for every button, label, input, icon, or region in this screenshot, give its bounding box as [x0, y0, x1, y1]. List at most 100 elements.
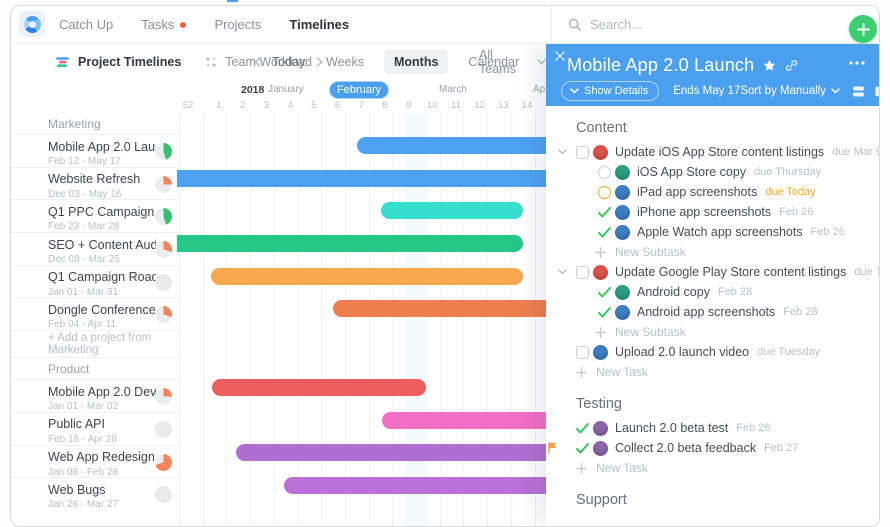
project-row[interactable]: Website Refresh Dec 03 - May 16: [11, 166, 177, 200]
due-date-label: due Tuesday: [757, 346, 821, 358]
today-button[interactable]: Today: [272, 55, 306, 69]
progress-pie-icon: [155, 306, 172, 324]
week-number-label: 6: [334, 100, 341, 111]
nav-tab-projects[interactable]: Projects: [214, 17, 261, 32]
gantt-bar[interactable]: [212, 379, 426, 396]
list-view-icon[interactable]: [852, 86, 865, 97]
project-row[interactable]: Web App Redesign Jan 08 - Feb 28: [11, 444, 177, 478]
gantt-bar[interactable]: [177, 170, 546, 187]
project-row[interactable]: Mobile App 2.0 Launch Feb 12 - May 17: [11, 134, 177, 167]
panel-view-switch: [852, 86, 879, 97]
project-row[interactable]: Dongle Conference (April 201… Feb 04 - Ap…: [11, 297, 177, 330]
app-logo[interactable]: [19, 11, 45, 37]
close-icon[interactable]: [555, 51, 565, 61]
sort-dropdown[interactable]: Sort by Manually: [740, 85, 840, 97]
assignee-avatar: [615, 224, 630, 240]
gantt-bar[interactable]: [177, 235, 523, 252]
range-tab-weeks[interactable]: Weeks: [326, 55, 364, 69]
progress-pie-icon: [155, 241, 172, 259]
assignee-avatar: [593, 344, 608, 360]
project-row[interactable]: Web Bugs Jan 26 - Mar 27: [11, 477, 177, 510]
task-row[interactable]: iPhone app screenshots Feb 26: [546, 202, 879, 222]
task-row[interactable]: Android app screenshots Feb 28: [546, 302, 879, 322]
task-row[interactable]: Update Google Play Store content listing…: [546, 262, 879, 282]
gantt-bar[interactable]: [284, 477, 546, 494]
search-box[interactable]: Search...: [551, 6, 858, 43]
project-row[interactable]: Q1 PPC Campaign Feb 23 - Mar 28: [11, 199, 177, 232]
star-icon[interactable]: [763, 59, 776, 72]
gantt-bar[interactable]: [381, 202, 523, 219]
add-task-button[interactable]: New Task: [546, 458, 879, 478]
panel-title: Mobile App 2.0 Launch: [567, 55, 755, 75]
gridline: [321, 113, 323, 526]
previous-period-button[interactable]: [254, 57, 261, 67]
next-period-button[interactable]: [316, 57, 323, 67]
task-row[interactable]: Upload 2.0 launch video due Tuesday: [546, 342, 879, 362]
project-dates: Dec 08 - Mar 25: [48, 254, 120, 266]
range-tab-calendar[interactable]: Calendar: [468, 55, 520, 69]
project-sidebar: Marketing Mobile App 2.0 Launch Feb 12 - M…: [11, 113, 178, 526]
completed-check-icon: [598, 306, 611, 318]
add-project-button[interactable]: + Add a project from Marketing: [11, 330, 177, 357]
project-name: Website Refresh: [48, 172, 156, 186]
nav-tab-tasks[interactable]: Tasks: [141, 17, 187, 32]
week-number-label: 11: [451, 100, 461, 111]
more-menu-icon[interactable]: [849, 61, 865, 65]
view-project-timelines[interactable]: Project Timelines: [56, 55, 181, 69]
task-row[interactable]: Android copy Feb 28: [546, 282, 879, 302]
project-name-text: Web App Redesign: [48, 450, 155, 464]
gantt-bar[interactable]: [382, 412, 546, 429]
month-label: March: [439, 84, 467, 95]
subtask-checkbox[interactable]: [598, 165, 611, 179]
range-tab-months[interactable]: Months: [383, 50, 449, 74]
gantt-bar[interactable]: [333, 300, 546, 317]
task-row[interactable]: Collect 2.0 beta feedback Feb 27: [546, 438, 879, 458]
task-checkbox[interactable]: [576, 345, 589, 359]
add-button[interactable]: [849, 15, 877, 43]
task-checkbox[interactable]: [576, 265, 589, 279]
view-team-workload[interactable]: Team Workload: [205, 55, 312, 69]
task-label: Android copy: [637, 285, 710, 299]
gantt-bar[interactable]: [357, 137, 546, 154]
project-row[interactable]: Mobile App 2.0 Dev Jan 01 - Mar 02: [11, 379, 177, 412]
task-row[interactable]: iOS App Store copy due Thursday: [546, 162, 879, 182]
nav-tab-timelines[interactable]: Timelines: [289, 17, 349, 32]
timeline-header: 2018JanuaryFebruaryMarchApril52123456789…: [177, 81, 546, 113]
task-row[interactable]: iPad app screenshots due Today: [546, 182, 879, 202]
top-accent-dash: [227, 0, 238, 2]
gridline: [534, 113, 536, 526]
add-subtask-button[interactable]: New Subtask: [546, 322, 879, 342]
project-detail-panel: Mobile App 2.0 Launch Show Details Ends …: [546, 44, 879, 526]
add-subtask-button[interactable]: New Subtask: [546, 242, 879, 262]
project-name: Q1 PPC Campaign: [48, 205, 156, 219]
search-icon: [568, 18, 581, 31]
task-row[interactable]: Update iOS App Store content listings due…: [546, 142, 879, 162]
current-month-pill[interactable]: February: [329, 81, 390, 99]
add-task-button[interactable]: New Task: [546, 362, 879, 382]
gantt-bar[interactable]: [236, 444, 546, 461]
project-row[interactable]: SEO + Content Audit Dec 08 - Mar 25: [11, 232, 177, 265]
project-name: Mobile App 2.0 Dev: [48, 385, 156, 399]
flow-logo-icon: [23, 15, 41, 33]
link-icon[interactable]: [785, 59, 798, 72]
project-dates: Feb 18 - Apr 28: [48, 433, 117, 445]
week-number-label: 14: [521, 100, 533, 111]
task-row[interactable]: Launch 2.0 beta test Feb 26: [546, 418, 879, 438]
subtask-checkbox-due[interactable]: [598, 185, 611, 199]
task-row[interactable]: Apple Watch app screenshots Feb 26: [546, 222, 879, 242]
add-label: New Task: [596, 365, 648, 379]
team-filter-dropdown[interactable]: All Teams: [479, 43, 546, 81]
task-checkbox[interactable]: [576, 145, 589, 159]
column-view-icon[interactable]: [873, 86, 879, 97]
gantt-bar[interactable]: [211, 268, 523, 285]
show-details-button[interactable]: Show Details: [561, 81, 660, 101]
project-name-text: SEO + Content Audit: [48, 237, 156, 252]
chevron-down-icon: [570, 88, 579, 94]
project-row[interactable]: Public API Feb 18 - Apr 28: [11, 411, 177, 445]
project-row[interactable]: Q1 Campaign Roadmap Jan 01 - Mar 31: [11, 264, 177, 298]
assignee-avatar: [615, 184, 630, 200]
nav-tab-catch-up[interactable]: Catch Up: [59, 17, 113, 32]
task-label: Update iOS App Store content listings: [615, 145, 825, 159]
panel-header: Mobile App 2.0 Launch Show Details Ends …: [546, 44, 879, 106]
due-date-label: Feb 28: [717, 286, 753, 298]
